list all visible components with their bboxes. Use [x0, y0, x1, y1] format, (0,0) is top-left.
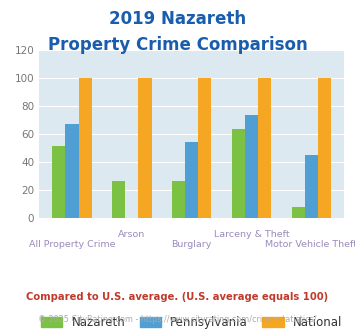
- Bar: [138, 78, 152, 218]
- Text: Arson: Arson: [118, 230, 146, 240]
- Text: 2019 Nazareth: 2019 Nazareth: [109, 10, 246, 28]
- Text: © 2025 CityRating.com - https://www.cityrating.com/crime-statistics/: © 2025 CityRating.com - https://www.city…: [38, 315, 317, 324]
- Bar: [198, 78, 212, 218]
- Text: Property Crime Comparison: Property Crime Comparison: [48, 36, 307, 54]
- Text: Burglary: Burglary: [171, 240, 212, 249]
- Text: Compared to U.S. average. (U.S. average equals 100): Compared to U.S. average. (U.S. average …: [26, 292, 329, 302]
- Bar: [112, 182, 125, 218]
- Text: Motor Vehicle Theft: Motor Vehicle Theft: [266, 240, 355, 249]
- Text: All Property Crime: All Property Crime: [29, 240, 115, 249]
- Bar: [78, 78, 92, 218]
- Bar: [172, 182, 185, 218]
- Bar: [65, 124, 78, 218]
- Text: Larceny & Theft: Larceny & Theft: [214, 230, 289, 240]
- Bar: [318, 78, 331, 218]
- Bar: [292, 207, 305, 218]
- Bar: [258, 78, 271, 218]
- Bar: [232, 129, 245, 218]
- Legend: Nazareth, Pennsylvania, National: Nazareth, Pennsylvania, National: [36, 311, 347, 330]
- Bar: [52, 146, 65, 218]
- Bar: [185, 142, 198, 218]
- Bar: [305, 155, 318, 218]
- Bar: [245, 115, 258, 218]
